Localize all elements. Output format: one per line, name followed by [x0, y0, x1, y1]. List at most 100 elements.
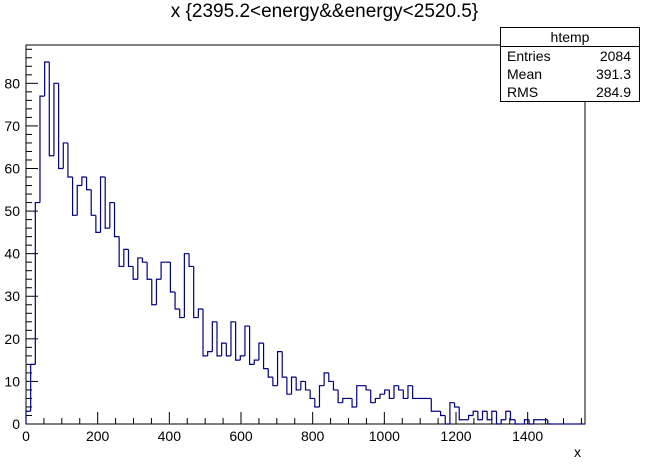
y-tick-label: 70 [4, 118, 20, 134]
plot-frame [25, 44, 586, 425]
histogram-bin [286, 377, 292, 395]
stats-row-entries: Entries 2084 [501, 47, 639, 65]
histogram-bin [412, 385, 418, 400]
y-tick-label: 10 [4, 373, 20, 389]
histogram-bin [314, 398, 320, 408]
y-tick-label: 50 [4, 203, 20, 219]
stats-value: 284.9 [595, 84, 631, 100]
histogram-bin [505, 410, 511, 420]
histogram-bin [365, 385, 371, 391]
histogram-bin [486, 411, 492, 421]
histogram-bin [533, 419, 539, 424]
histogram-bin [547, 419, 553, 425]
histogram-bin [58, 83, 64, 170]
stats-box: htemp Entries 2084 Mean 391.3 RMS 284.9 [500, 27, 640, 102]
histogram-bin [169, 262, 176, 293]
histogram-bin [500, 419, 506, 424]
histogram-bin [81, 176, 87, 186]
axis-labels: 0 200 400 600 800 1000 1200 1400 0 10 20 30 40 50 60 70… [4, 75, 581, 460]
histogram-bin [323, 372, 329, 386]
histogram-bin [509, 411, 516, 421]
histogram-bin [90, 189, 96, 216]
histogram-bin [71, 177, 78, 216]
histogram-bin [211, 321, 217, 352]
histogram-bin [472, 410, 478, 416]
histogram-bin [430, 398, 436, 412]
histogram-bin [99, 176, 106, 233]
histogram-bin [146, 262, 152, 280]
histogram-bin [439, 411, 446, 417]
histogram-bin [104, 177, 110, 229]
histogram-bin [477, 411, 483, 421]
histogram-bin [30, 363, 36, 412]
x-tick-label: 400 [158, 428, 182, 444]
histogram-bin [123, 248, 129, 267]
stats-key: Entries [507, 48, 551, 64]
histogram-bin [141, 257, 148, 263]
stats-value: 2084 [599, 48, 631, 64]
histogram-bin [384, 389, 390, 395]
histogram-bin [374, 397, 381, 403]
histogram-bin [48, 62, 54, 157]
x-tick-label: 600 [229, 428, 253, 444]
axes [25, 44, 586, 425]
histogram-series [25, 61, 585, 425]
histogram-bin [44, 61, 50, 97]
histogram-bin [216, 321, 222, 357]
histogram-bin [207, 351, 213, 356]
x-axis-label: x [574, 444, 581, 460]
histogram-bin [332, 381, 339, 391]
histogram-bin [132, 266, 138, 280]
stats-row-mean: Mean 391.3 [501, 65, 639, 83]
stats-key: RMS [507, 84, 539, 100]
y-tick-label: 30 [4, 288, 20, 304]
histogram-bin [113, 202, 120, 238]
histogram-bin [328, 372, 334, 383]
chart-title: x {2395.2<energy&&energy<2520.5} [170, 1, 479, 22]
histogram-bin [388, 389, 395, 400]
histogram-bin [118, 236, 124, 268]
histogram-bin [239, 355, 245, 361]
x-tick-label: 200 [86, 428, 110, 444]
histogram-bin [267, 368, 273, 378]
histogram-bin [188, 253, 194, 268]
histogram-bin [304, 381, 311, 391]
y-tick-label: 80 [4, 75, 20, 91]
x-tick-label: 1000 [369, 428, 400, 444]
stats-row-rms: RMS 284.9 [501, 83, 639, 101]
histogram-bin [467, 414, 474, 420]
histogram-bin [85, 177, 92, 191]
histogram-bin [39, 95, 45, 203]
histogram-bin [109, 201, 115, 229]
histogram-bin [197, 308, 204, 318]
histogram-bin [356, 385, 362, 407]
histogram-bin [225, 343, 231, 357]
histogram-bin [295, 377, 301, 391]
histogram-bin [95, 215, 101, 233]
histogram-bin [407, 385, 413, 399]
histogram-bin [379, 393, 385, 399]
histogram-bin [481, 410, 488, 420]
histogram-bin [398, 385, 404, 391]
stats-value: 391.3 [595, 66, 631, 82]
x-tick-label: 1200 [440, 428, 471, 444]
histogram-bin [290, 376, 297, 395]
histogram-bin [249, 326, 255, 365]
histogram-bin [258, 342, 264, 361]
histogram-bin [514, 419, 520, 425]
histogram-bin [34, 201, 40, 365]
x-tick-label: 800 [301, 428, 325, 444]
histogram-bin [76, 184, 82, 216]
histogram-bin [53, 82, 59, 156]
histogram-bin [528, 419, 534, 425]
histogram-bin [495, 411, 502, 425]
histogram-bin [523, 419, 530, 424]
histogram-bin [272, 377, 278, 387]
histogram-bin [183, 253, 190, 318]
y-tick-label: 20 [4, 331, 20, 347]
histogram-bin [491, 410, 497, 420]
histogram-bin [67, 142, 73, 178]
histogram-bin [202, 309, 208, 357]
histogram-bin [393, 385, 399, 399]
